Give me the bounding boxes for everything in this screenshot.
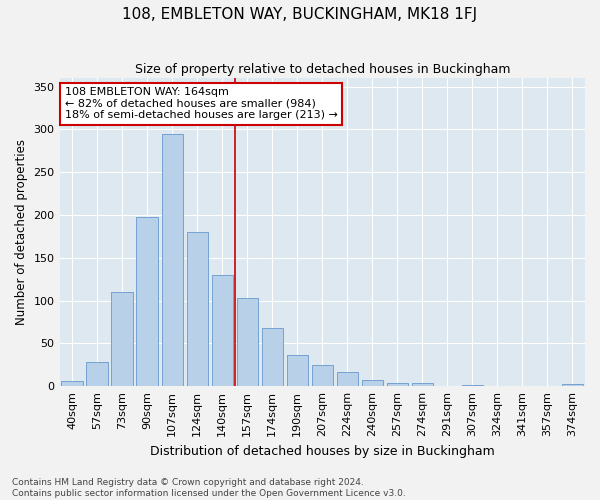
Bar (187, 232, 208, 386)
Bar (311, 365, 333, 386)
Title: Size of property relative to detached houses in Buckingham: Size of property relative to detached ho… (134, 62, 510, 76)
Y-axis label: Number of detached properties: Number of detached properties (15, 139, 28, 325)
Text: Contains HM Land Registry data © Crown copyright and database right 2024.
Contai: Contains HM Land Registry data © Crown c… (12, 478, 406, 498)
Bar (562, 384, 583, 386)
Bar (112, 292, 133, 386)
Bar (212, 275, 233, 386)
Bar (136, 216, 158, 386)
Text: 108, EMBLETON WAY, BUCKINGHAM, MK18 1FJ: 108, EMBLETON WAY, BUCKINGHAM, MK18 1FJ (122, 8, 478, 22)
Bar (362, 380, 383, 386)
Bar (287, 356, 308, 386)
Bar (337, 372, 358, 386)
Bar (262, 328, 283, 386)
Bar (61, 381, 83, 386)
Bar (412, 383, 433, 386)
Text: 108 EMBLETON WAY: 164sqm
← 82% of detached houses are smaller (984)
18% of semi-: 108 EMBLETON WAY: 164sqm ← 82% of detach… (65, 88, 338, 120)
Bar (86, 362, 108, 386)
Bar (387, 383, 408, 386)
X-axis label: Distribution of detached houses by size in Buckingham: Distribution of detached houses by size … (150, 444, 494, 458)
Bar (236, 298, 258, 386)
Bar (161, 134, 183, 386)
